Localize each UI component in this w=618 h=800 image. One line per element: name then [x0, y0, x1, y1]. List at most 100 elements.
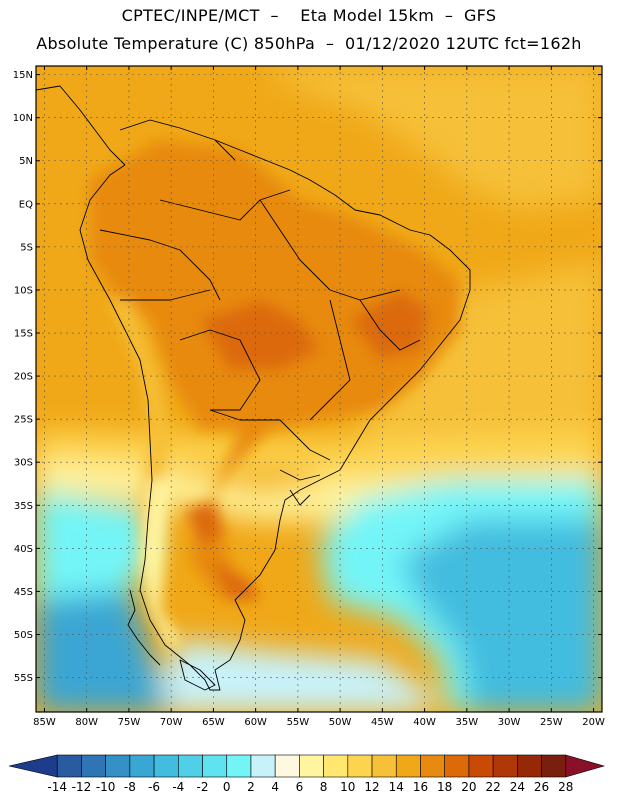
border-brazil-states-central	[309, 299, 351, 421]
lat-tick-label: 15S	[14, 329, 33, 340]
field-hotspot-south-argentina	[210, 560, 260, 600]
colorbar-swatch	[444, 754, 470, 778]
field-drake-pale	[160, 640, 440, 712]
colorbar-label: -12	[72, 780, 92, 794]
lon-tick-label: 80W	[75, 717, 98, 728]
lon-tick-label: 40W	[413, 717, 436, 728]
field-hotspot-east-brazil	[350, 290, 430, 360]
coastline-south-america	[79, 139, 471, 691]
colorbar-swatch	[153, 754, 179, 778]
coastline-chile-fjords	[127, 589, 161, 666]
field-pacific-cyan	[36, 490, 150, 620]
colorbar-label: 8	[320, 780, 328, 794]
latitude-axis: 15N 10N 5N EQ 5S 10S 15S 20S 25S 30S 35S 40S 45S 50S 5…	[13, 70, 602, 684]
lon-tick-label: 75W	[118, 717, 141, 728]
colorbar-label: 6	[296, 780, 304, 794]
border-brazil-states-north	[259, 199, 401, 301]
border-uruguay	[279, 469, 321, 481]
coastline-tierra-del-fuego	[179, 659, 216, 691]
colorbar-swatch	[565, 754, 606, 778]
lat-tick-label: 20S	[14, 372, 33, 383]
colorbar-label: 26	[534, 780, 549, 794]
colorbar-label: 24	[510, 780, 525, 794]
colorbar-swatch	[202, 754, 228, 778]
colorbar-label: 0	[223, 780, 231, 794]
field-chile-pale	[140, 480, 180, 650]
colorbar-label: -8	[124, 780, 136, 794]
colorbar-swatch	[178, 754, 203, 778]
colorbar-label: -10	[96, 780, 116, 794]
map-title-line-1: CPTEC/INPE/MCT – Eta Model 15km – GFS	[121, 6, 497, 25]
field-hotspot-patagonia	[185, 500, 225, 545]
lat-tick-label: 30S	[14, 458, 33, 469]
border-peru-brazil	[99, 229, 221, 301]
lon-tick-label: 35W	[456, 717, 479, 728]
lon-tick-label: 60W	[244, 717, 267, 728]
colorbar-swatch	[299, 754, 324, 778]
colorbar-swatch	[395, 754, 421, 778]
map-title-line-2: Absolute Temperature (C) 850hPa – 01/12/…	[36, 34, 582, 53]
colorbar-swatch	[371, 754, 397, 778]
colorbar-swatch	[226, 754, 252, 778]
colorbar-label: 12	[364, 780, 379, 794]
lon-tick-label: 30W	[498, 717, 521, 728]
lat-tick-label: 35S	[14, 501, 33, 512]
colorbar-swatch	[129, 754, 155, 778]
longitude-axis: 85W 80W 75W 70W 65W 60W 55W 50W 45W 40W 35W 30W 25W 2…	[33, 66, 605, 728]
colorbar-swatch	[468, 754, 494, 778]
colorbar-swatch	[420, 754, 445, 778]
lon-tick-label: 55W	[287, 717, 310, 728]
colorbar-swatch	[517, 754, 542, 778]
lat-tick-label: 45S	[14, 587, 33, 598]
colorbar-label: 20	[461, 780, 476, 794]
border-peru-bolivia	[120, 289, 211, 301]
colorbar-swatch	[347, 754, 373, 778]
colorbar-swatch	[105, 754, 131, 778]
lat-tick-label: 40S	[14, 544, 33, 555]
colorbar-label: 4	[271, 780, 279, 794]
colorbar-swatch	[274, 754, 300, 778]
colorbar-label: -14	[47, 780, 67, 794]
colorbar-label: 2	[247, 780, 255, 794]
lat-tick-label: EQ	[19, 199, 33, 210]
lat-tick-label: 50S	[14, 630, 33, 641]
colorbar-label: 18	[437, 780, 452, 794]
colorbar-swatch	[250, 754, 276, 778]
temperature-field	[36, 66, 602, 712]
field-pacific-blue	[36, 590, 170, 712]
border-colombia-venezuela	[159, 189, 291, 221]
coastline-caribbean	[119, 119, 236, 161]
lat-tick-label: 10N	[13, 113, 33, 124]
border-bolivia	[179, 329, 261, 411]
colorbar-label: 10	[340, 780, 355, 794]
lon-tick-label: 20W	[582, 717, 605, 728]
colorbar-label: 22	[485, 780, 500, 794]
colorbar-label: 14	[389, 780, 404, 794]
colorbar-label: 16	[413, 780, 428, 794]
colorbar-label: -6	[148, 780, 160, 794]
colorbar-swatch	[492, 754, 518, 778]
colorbar-swatch	[8, 754, 58, 778]
lat-tick-label: 5S	[20, 242, 33, 253]
lon-tick-label: 45W	[371, 717, 394, 728]
lon-tick-label: 25W	[540, 717, 563, 728]
lon-tick-label: 85W	[33, 717, 56, 728]
lon-tick-label: 65W	[202, 717, 225, 728]
grid-lines	[36, 66, 602, 712]
field-north-atlantic	[260, 66, 602, 210]
colorbar-label: 28	[558, 780, 573, 794]
lat-tick-label: 15N	[13, 70, 33, 81]
lon-tick-label: 50W	[329, 717, 352, 728]
lat-tick-label: 10S	[14, 285, 33, 296]
colorbar: -14 -12 -10 -8 -6 -4 -2 0 2 4 6 8 10 12 14 16 18 20 22 24 26…	[8, 754, 606, 794]
map-frame	[35, 65, 603, 713]
field-atlantic-cold-core	[400, 520, 602, 712]
border-paraguay-argentina	[209, 409, 331, 461]
colorbar-swatch	[541, 754, 567, 778]
colorbar-label: -2	[197, 780, 209, 794]
lat-tick-label: 5N	[19, 156, 33, 167]
coastline-central-america	[36, 85, 126, 166]
colorbar-swatch	[323, 754, 349, 778]
coastlines	[36, 85, 471, 691]
